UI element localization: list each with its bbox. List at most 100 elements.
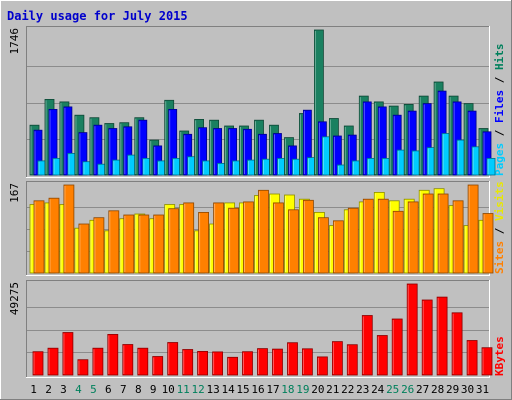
day-label-6: 6 <box>105 383 112 396</box>
day-label-30: 30 <box>461 383 474 396</box>
bar-kbytes-day-27 <box>421 299 433 376</box>
bar-sites-day-2 <box>48 197 60 274</box>
day-label-4: 4 <box>75 383 82 396</box>
legend-part: / <box>493 70 506 90</box>
day-label-24: 24 <box>371 383 385 396</box>
bar-kbytes-day-25 <box>391 318 403 376</box>
day-label-21: 21 <box>326 383 339 396</box>
day-label-29: 29 <box>446 383 459 396</box>
bar-sites-day-22 <box>347 207 359 274</box>
day-label-20: 20 <box>311 383 324 396</box>
legend-part: Files <box>493 90 506 123</box>
day-label-16: 16 <box>251 383 264 396</box>
bar-sites-day-24 <box>377 198 389 274</box>
bar-sites-day-12 <box>198 211 210 274</box>
bar-sites-day-16 <box>258 189 269 274</box>
bar-sites-day-25 <box>392 210 404 274</box>
chart-title: Daily usage for July 2015 <box>7 9 188 23</box>
bar-kbytes-day-15 <box>242 351 253 376</box>
bar-sites-day-20 <box>317 217 329 274</box>
bar-kbytes-day-11 <box>182 349 194 376</box>
bar-sites-day-1 <box>33 200 45 274</box>
panel-visits-sites: 167 Sites / Visits <box>8 181 506 276</box>
bar-sites-day-3 <box>63 184 75 274</box>
bar-sites-day-13 <box>213 202 225 274</box>
legend-part: / <box>493 123 506 143</box>
bar-sites-day-9 <box>153 214 165 274</box>
day-label-11: 11 <box>177 383 190 396</box>
y-max-label: 167 <box>8 183 21 203</box>
bar-kbytes-day-14 <box>227 356 239 376</box>
day-label-3: 3 <box>60 383 67 396</box>
day-label-1: 1 <box>30 383 37 396</box>
day-label-10: 10 <box>162 383 175 396</box>
bar-kbytes-day-1 <box>32 351 44 376</box>
bar-sites-day-7 <box>123 214 135 274</box>
bar-kbytes-day-18 <box>287 342 298 376</box>
bar-kbytes-day-29 <box>451 312 463 376</box>
bar-kbytes-day-3 <box>62 332 74 376</box>
bar-sites-day-28 <box>437 193 449 274</box>
bar-kbytes-day-8 <box>137 347 149 376</box>
bar-kbytes-day-5 <box>92 347 104 376</box>
bar-kbytes-day-20 <box>316 356 328 376</box>
bar-sites-day-23 <box>362 198 374 274</box>
series-legend-label: KBytes <box>493 336 506 376</box>
day-label-15: 15 <box>236 383 249 396</box>
panel-kbytes: 49275 KBytes <box>8 280 506 378</box>
day-label-5: 5 <box>90 383 97 396</box>
legend-part: Hits <box>493 44 506 71</box>
bar-pages-day-31 <box>486 157 496 176</box>
day-label-17: 17 <box>266 383 279 396</box>
day-label-25: 25 <box>386 383 399 396</box>
bar-sites-day-11 <box>183 202 195 274</box>
bar-kbytes-day-22 <box>346 344 358 376</box>
day-label-22: 22 <box>341 383 354 396</box>
bar-sites-day-6 <box>108 210 120 274</box>
bar-sites-day-31 <box>482 213 494 274</box>
series-legend-label: Sites / Visits <box>493 181 506 274</box>
bar-kbytes-day-21 <box>331 341 343 376</box>
day-label-27: 27 <box>416 383 429 396</box>
day-label-9: 9 <box>150 383 157 396</box>
day-label-8: 8 <box>135 383 142 396</box>
chart-panels: 1746 Pages / Files / Hits 167 Sites / Visit… <box>8 26 506 378</box>
day-label-28: 28 <box>431 383 444 396</box>
bar-sites-day-5 <box>93 217 105 274</box>
bar-sites-day-29 <box>452 200 464 274</box>
legend-part: Pages <box>493 143 506 176</box>
day-label-23: 23 <box>356 383 369 396</box>
bar-kbytes-day-6 <box>107 333 119 376</box>
bar-kbytes-day-28 <box>436 296 448 376</box>
bar-kbytes-day-23 <box>361 315 373 376</box>
bar-kbytes-day-4 <box>77 359 89 376</box>
day-label-2: 2 <box>45 383 52 396</box>
bar-kbytes-day-30 <box>466 340 478 376</box>
bar-sites-day-15 <box>243 201 254 274</box>
bar-kbytes-day-17 <box>272 348 283 376</box>
bar-kbytes-day-12 <box>197 350 209 376</box>
legend-part: Visits <box>493 181 506 221</box>
bar-kbytes-day-24 <box>376 335 388 376</box>
series-legend-label: Pages / Files / Hits <box>493 44 506 177</box>
bar-sites-day-21 <box>332 220 344 274</box>
bar-sites-day-19 <box>302 199 314 274</box>
bar-sites-day-4 <box>78 223 90 274</box>
day-label-18: 18 <box>281 383 294 396</box>
day-label-12: 12 <box>191 383 204 396</box>
day-label-31: 31 <box>476 383 489 396</box>
bar-sites-day-14 <box>228 207 240 274</box>
legend-part: / <box>493 221 506 241</box>
bar-sites-day-26 <box>407 201 419 274</box>
day-label-19: 19 <box>296 383 309 396</box>
bar-kbytes-day-16 <box>257 348 268 376</box>
bar-kbytes-day-10 <box>167 342 179 376</box>
legend-part: KBytes <box>493 336 506 376</box>
legend-part: Sites <box>493 241 506 274</box>
bar-sites-day-10 <box>168 208 180 274</box>
day-label-13: 13 <box>206 383 219 396</box>
bar-kbytes-day-26 <box>406 283 418 376</box>
panel-hits-files-pages: 1746 Pages / Files / Hits <box>8 26 506 178</box>
bar-sites-day-18 <box>288 209 299 274</box>
bar-kbytes-day-13 <box>212 351 224 376</box>
